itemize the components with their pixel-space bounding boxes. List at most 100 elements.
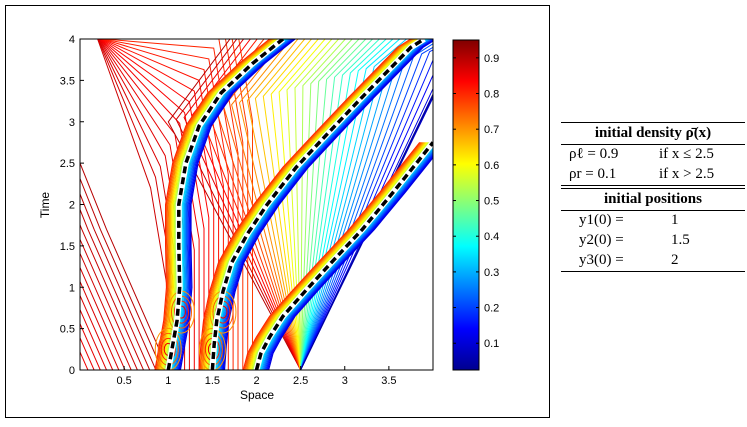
contour-line: [191, 39, 302, 370]
y-axis-label: Time: [38, 192, 52, 219]
trajectory-y2: [210, 39, 426, 370]
contour-line: [262, 39, 312, 370]
density-row: ρℓ = 0.9 if x ≤ 2.5: [561, 145, 745, 165]
colorbar-tick-label: 0.1: [484, 338, 499, 350]
contour-line: [294, 39, 339, 370]
x-axis-label: Space: [240, 388, 274, 402]
colorbar-tick-label: 0.4: [484, 231, 499, 243]
contour-line: [266, 155, 433, 370]
contour-line: [300, 87, 433, 370]
contour-line: [242, 142, 421, 370]
contour-line: [216, 39, 429, 370]
position-value: 2: [671, 252, 679, 268]
contour-line: [246, 142, 424, 370]
contour-line: [300, 58, 433, 370]
x-tick-label: 3.5: [381, 375, 396, 387]
contour-line: [203, 39, 416, 370]
contour-line: [262, 149, 433, 370]
contour-line: [249, 142, 427, 370]
colorbar-tick-label: 0.7: [484, 124, 499, 136]
x-tick-label: 1: [165, 375, 171, 387]
contour-line: [155, 39, 272, 370]
y-tick-label: 3.5: [60, 75, 75, 87]
colorbar-tick-label: 0.9: [484, 53, 499, 65]
contour-lines: [80, 39, 433, 370]
contour-line: [300, 73, 433, 370]
contour-line: [80, 238, 138, 370]
y-tick-label: 0: [69, 365, 75, 377]
contour-line: [243, 142, 422, 370]
contour-line: [80, 252, 132, 370]
contour-line: [177, 39, 294, 370]
contour-line: [174, 39, 290, 370]
contour-line: [80, 350, 89, 370]
contour-line: [80, 177, 163, 370]
contour-line: [250, 142, 428, 370]
contour-line: [264, 152, 433, 370]
contour-line: [223, 40, 433, 370]
contour-line: [219, 39, 433, 370]
contour-line: [286, 39, 333, 370]
contour-line: [268, 156, 433, 370]
x-axis-ticks: 0.5 1 1.5 2 2.5 3 3.5: [116, 366, 397, 387]
contour-line: [154, 39, 271, 370]
position-value: 1: [671, 212, 679, 228]
position-label: y2(0) =: [579, 232, 624, 248]
contour-loop: [198, 327, 226, 370]
contour-line: [175, 39, 302, 370]
contour-line: [172, 39, 288, 370]
y-tick-label: 2: [69, 200, 75, 212]
contour-line: [254, 39, 306, 370]
contour-line: [80, 208, 151, 370]
density-row: ρr = 0.1 if x > 2.5: [561, 165, 745, 185]
contour-line: [246, 39, 302, 370]
contour-line: [183, 39, 302, 370]
x-tick-label: 3: [342, 375, 348, 387]
colorbar-tick-label: 0.8: [484, 89, 499, 101]
y-tick-label: 2.5: [60, 158, 75, 170]
contour-line: [80, 308, 107, 370]
position-label: y1(0) =: [579, 212, 624, 228]
contour-line: [178, 39, 295, 370]
x-tick-label: 2: [253, 375, 259, 387]
contour-line: [300, 93, 433, 370]
y-axis-ticks: 0 0.5 1 1.5 2 2.5 3 3.5 4: [60, 34, 84, 377]
density-label: ρℓ = 0.9: [569, 146, 619, 162]
contour-plot: 0.5 1 1.5 2 2.5 3 3.5 00.511.522.533.54 Space …: [38, 34, 499, 402]
contour-loop: [154, 327, 182, 370]
contour-line: [222, 39, 433, 370]
colorbar-ticks: 0.1 0.2 0.3 0.4 0.5 0.6 0.7 0.8 0.9: [453, 53, 499, 350]
position-value: 1.5: [671, 232, 690, 248]
contour-line: [300, 39, 353, 370]
contour-line: [244, 142, 423, 370]
contour-line: [198, 39, 412, 370]
contour-line: [80, 161, 169, 370]
contour-line: [238, 39, 302, 370]
contour-line: [173, 39, 289, 370]
contour-line: [80, 223, 144, 370]
contour-line: [260, 146, 433, 370]
contour-line: [80, 294, 114, 370]
positions-header: initial positions: [604, 191, 702, 207]
y-tick-label: 4: [69, 34, 75, 46]
contour-line: [265, 153, 433, 370]
x-tick-label: 0.5: [116, 375, 131, 387]
contour-line: [204, 39, 417, 370]
parameters-table: initial density ρ̄(x) ρℓ = 0.9 if x ≤ 2.…: [561, 122, 745, 272]
contour-line: [270, 39, 319, 370]
colorbar-tick-label: 0.5: [484, 196, 499, 208]
position-row: y3(0) = 2: [561, 251, 745, 271]
trajectory-y3: [254, 141, 433, 370]
position-row: y2(0) = 1.5: [561, 231, 745, 251]
contour-line: [80, 266, 126, 370]
colorbar-tick-label: 0.6: [484, 160, 499, 172]
contour-line: [220, 39, 433, 370]
colorbar-tick-label: 0.3: [484, 267, 499, 279]
contour-line: [167, 39, 302, 370]
colorbar: [452, 39, 480, 371]
x-tick-label: 1.5: [205, 375, 220, 387]
figure-frame: 0.5 1 1.5 2 2.5 3 3.5 0 0.5 1 1.5 2 2.5 3 3.5 4 Space …: [5, 5, 550, 418]
trajectory-y1: [166, 39, 285, 370]
y-tick-label: 3: [69, 117, 75, 129]
contour-line: [80, 280, 120, 370]
